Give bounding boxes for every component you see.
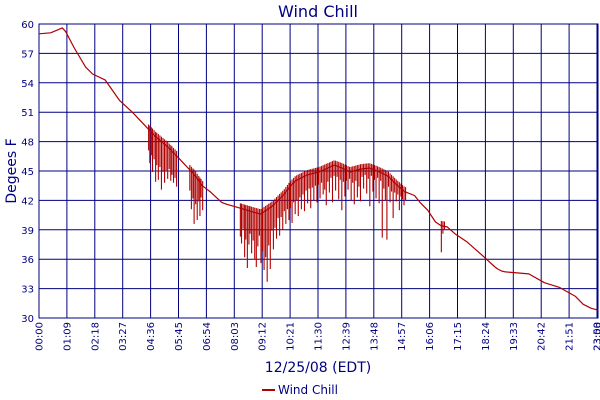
y-tick-label: 42 [21,196,34,207]
y-tick-label: 36 [21,255,34,266]
legend-label: Wind Chill [278,383,338,397]
x-tick-label: 05:45 [174,322,185,351]
x-tick-label: 10:21 [286,322,297,351]
y-tick-label: 54 [21,79,34,90]
x-tick-label: 01:09 [62,322,73,351]
x-tick-label: 12:39 [341,322,352,351]
x-tick-labels: 00:00 01:09 02:18 03:27 04:36 05:45 06:54 08:03… [35,322,600,351]
x-tick-label: 13:48 [369,322,380,351]
x-tick-label: 08:03 [230,322,241,351]
x-tick-label: 06:54 [202,322,213,351]
x-tick-label: 18:24 [481,322,492,351]
y-tick-label: 60 [21,20,34,31]
chart-title: Wind Chill [278,2,358,21]
y-tick-label: 33 [21,285,34,296]
x-end-label: 23:58 [593,322,600,351]
x-tick-label: 17:15 [453,322,464,351]
legend: Wind Chill [262,383,338,397]
x-tick-label: 14:57 [397,322,408,351]
y-tick-label: 45 [21,167,34,178]
plot-area [38,27,599,311]
y-tick-label: 48 [21,138,34,149]
x-tick-label: 09:12 [258,322,269,351]
x-tick-label: 23:00 [593,322,600,351]
x-tick-label: 04:36 [146,322,157,351]
y-tick-label: 51 [21,108,34,119]
x-tick-label: 20:42 [537,322,548,351]
x-tick-label: 11:30 [314,322,325,351]
grid-lines [38,23,599,319]
plot-border [38,23,599,319]
x-tick-label: 00:00 [35,322,46,351]
x-tick-label: 16:06 [425,322,436,351]
x-axis-title: 12/25/08 (EDT) [265,360,371,376]
y-tick-label: 39 [21,226,34,237]
x-tick-label: 19:33 [509,322,520,351]
x-tick-label: 03:27 [118,322,129,351]
x-tick-label: 02:18 [90,322,101,351]
y-tick-label: 57 [21,49,34,60]
y-tick-label: 30 [21,314,34,325]
y-axis-title: Degees F [4,138,20,203]
y-tick-labels: 30 33 36 39 42 45 48 51 54 57 60 [21,20,34,325]
x-tick-label: 21:51 [565,322,576,351]
